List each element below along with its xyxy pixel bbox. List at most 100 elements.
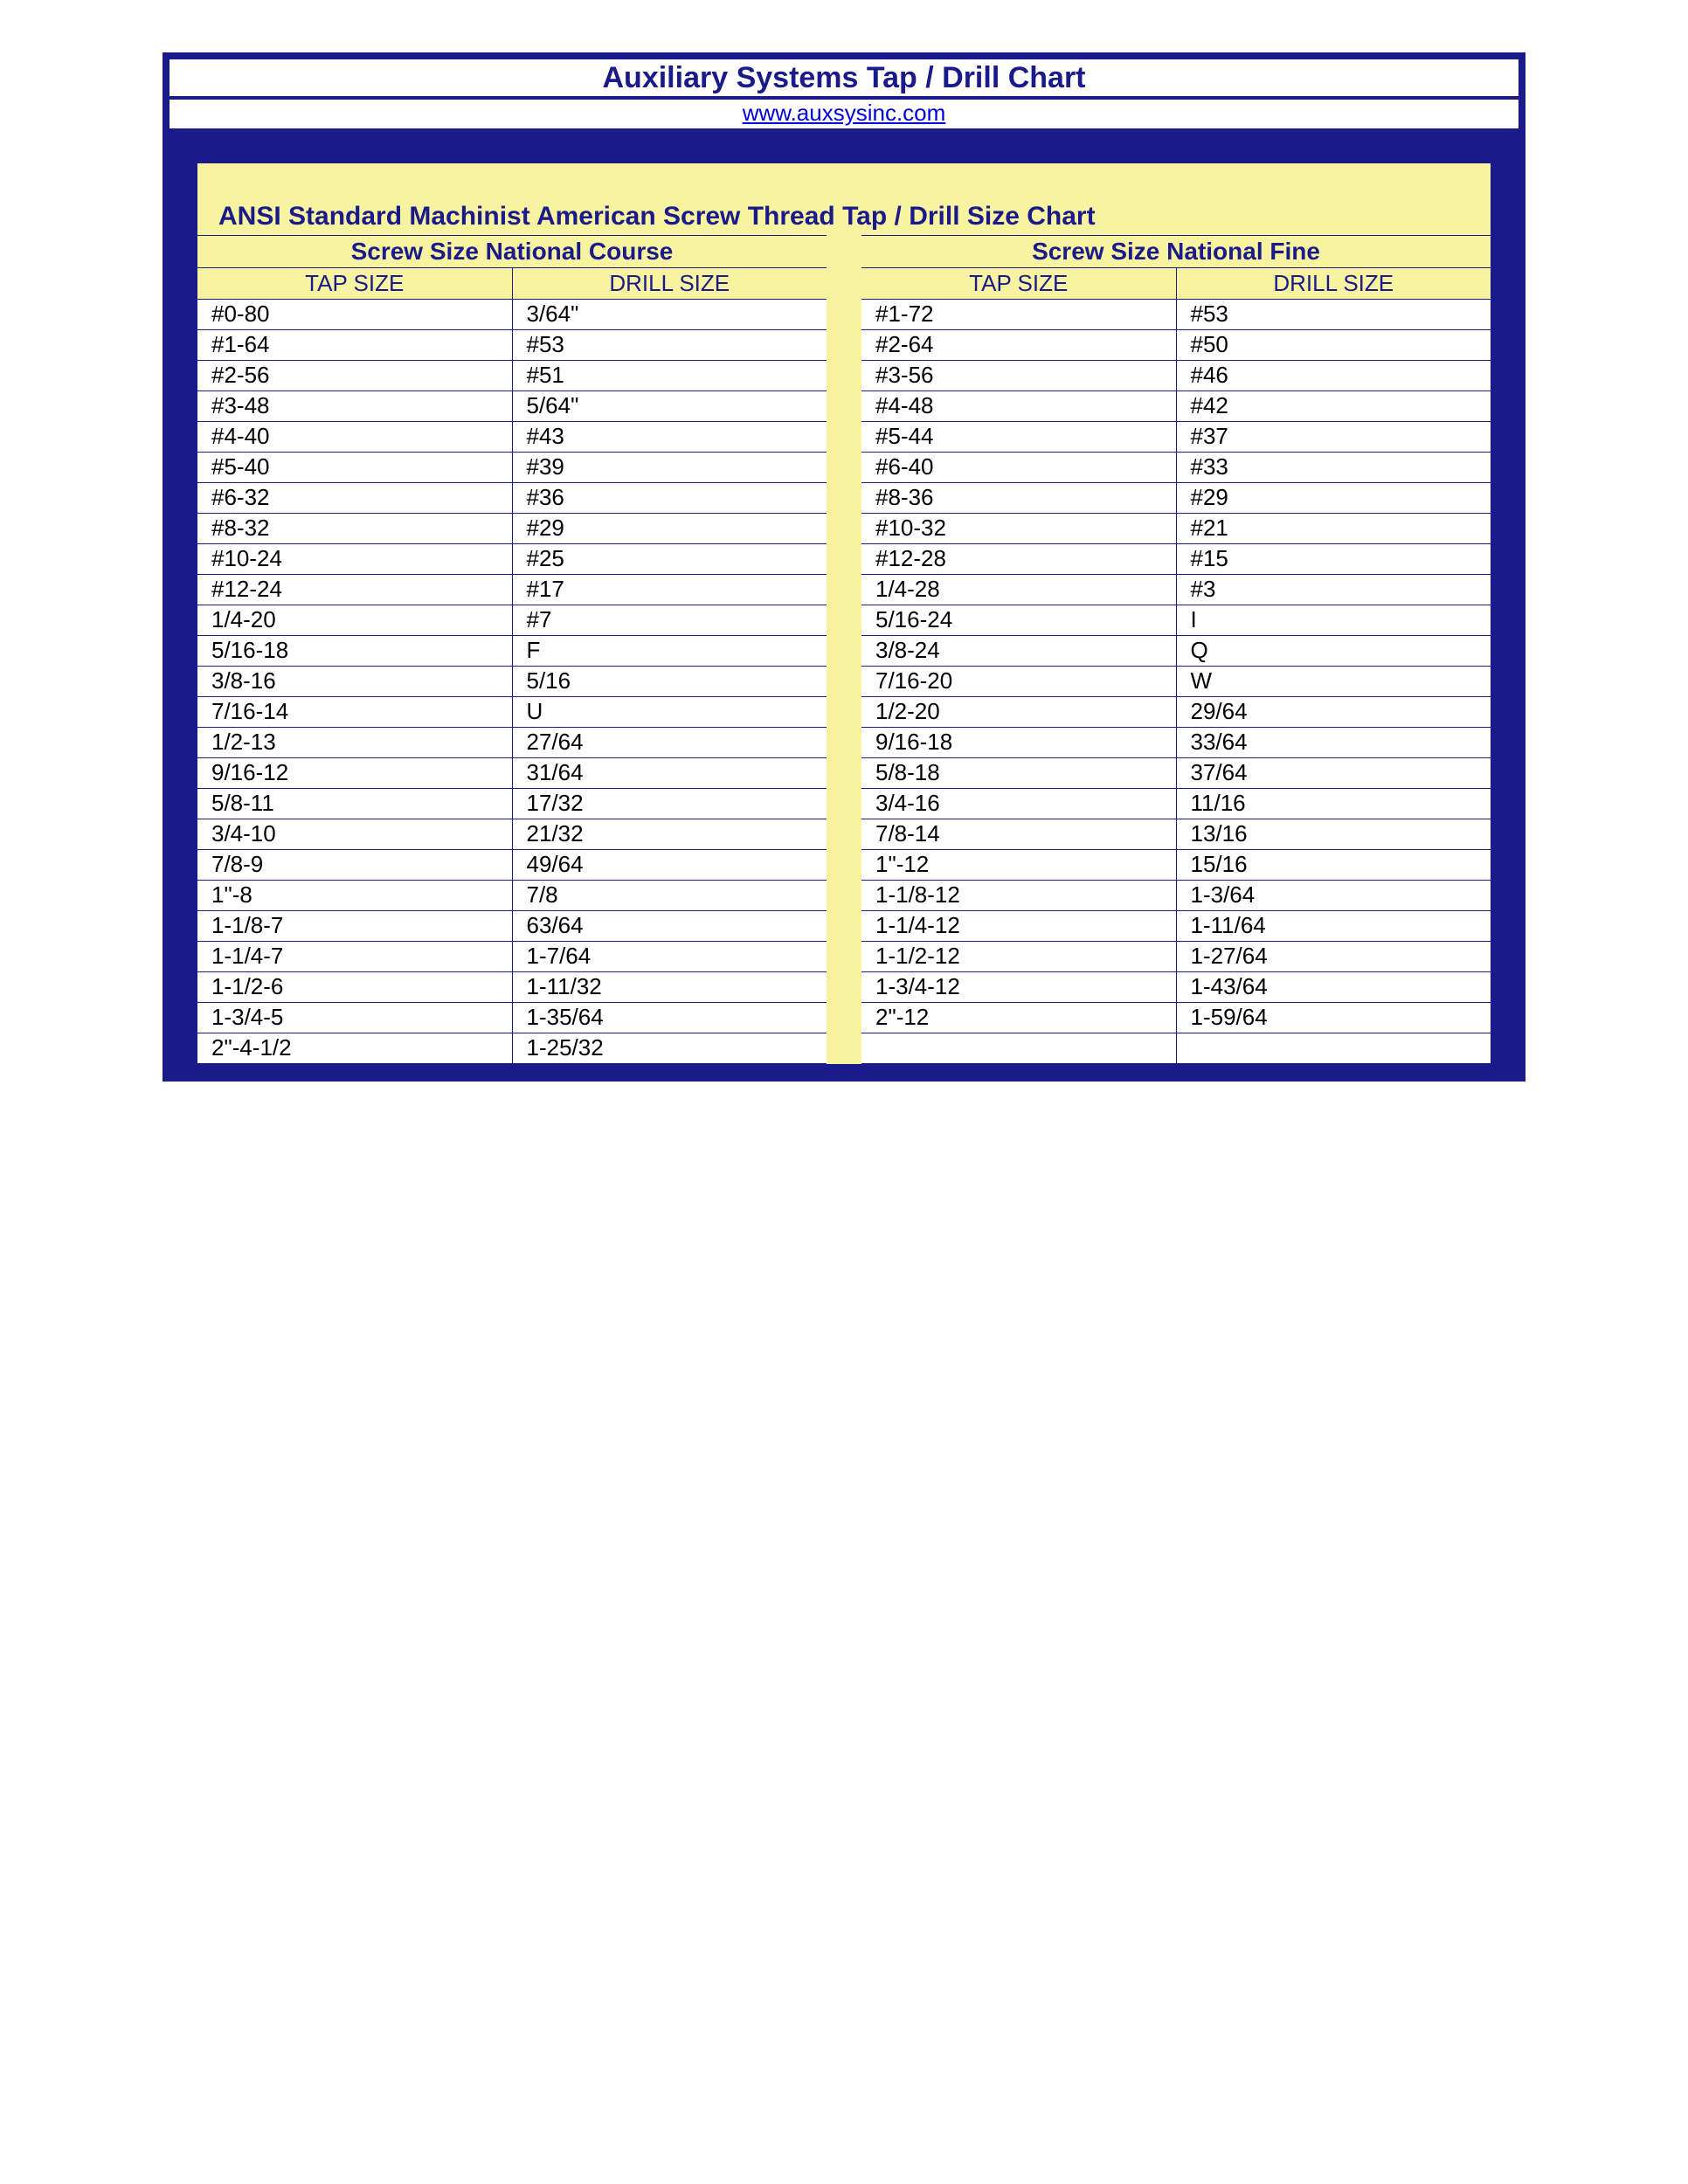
drill-size-cell: U xyxy=(512,697,827,727)
tap-size-cell: #5-40 xyxy=(197,453,512,482)
table-row: #10-24#25 xyxy=(197,543,827,574)
title-bar: Auxiliary Systems Tap / Drill Chart xyxy=(169,59,1519,96)
table-row: #5-44#37 xyxy=(861,421,1491,452)
table-row: 1-1/8-763/64 xyxy=(197,910,827,941)
table-row: #5-40#39 xyxy=(197,452,827,482)
right-col-drill: DRILL SIZE xyxy=(1176,268,1491,299)
table-row: 7/8-1413/16 xyxy=(861,819,1491,849)
drill-size-cell: #33 xyxy=(1176,453,1491,482)
tap-size-cell: 5/8-11 xyxy=(197,789,512,819)
tap-size-cell: #10-24 xyxy=(197,544,512,574)
tap-size-cell: #2-56 xyxy=(197,361,512,390)
page: Auxiliary Systems Tap / Drill Chart www.… xyxy=(0,0,1688,2184)
drill-size-cell: #43 xyxy=(512,422,827,452)
drill-size-cell: 31/64 xyxy=(512,758,827,788)
tap-size-cell: #12-24 xyxy=(197,575,512,605)
drill-size-cell: #17 xyxy=(512,575,827,605)
drill-size-cell: #15 xyxy=(1176,544,1491,574)
drill-size-cell: 1-59/64 xyxy=(1176,1003,1491,1033)
drill-size-cell: 5/64" xyxy=(512,391,827,421)
table-row: #3-56#46 xyxy=(861,360,1491,390)
tap-size-cell: #8-32 xyxy=(197,514,512,543)
table-row: 7/16-20W xyxy=(861,666,1491,696)
table-row: #12-28#15 xyxy=(861,543,1491,574)
drill-size-cell: 7/8 xyxy=(512,881,827,910)
url-link[interactable]: www.auxsysinc.com xyxy=(743,100,946,126)
chart-subtitle: ANSI Standard Machinist American Screw T… xyxy=(197,198,1491,235)
tap-size-cell: 3/4-10 xyxy=(197,819,512,849)
drill-size-cell xyxy=(1176,1033,1491,1063)
drill-size-cell: 33/64 xyxy=(1176,728,1491,757)
drill-size-cell: Q xyxy=(1176,636,1491,666)
left-col-drill: DRILL SIZE xyxy=(512,268,827,299)
drill-size-cell: 1-43/64 xyxy=(1176,972,1491,1002)
right-section-title: Screw Size National Fine xyxy=(861,235,1491,267)
table-row: 5/8-1117/32 xyxy=(197,788,827,819)
tap-size-cell: #3-56 xyxy=(861,361,1176,390)
table-row: #10-32#21 xyxy=(861,513,1491,543)
tap-size-cell: 1"-12 xyxy=(861,850,1176,880)
drill-size-cell: 1-11/32 xyxy=(512,972,827,1002)
table-row: #0-803/64" xyxy=(197,299,827,329)
table-row: 3/8-165/16 xyxy=(197,666,827,696)
drill-size-cell: 1-35/64 xyxy=(512,1003,827,1033)
table-row: 7/8-949/64 xyxy=(197,849,827,880)
table-row: 1-1/4-121-11/64 xyxy=(861,910,1491,941)
drill-size-cell: 1-11/64 xyxy=(1176,911,1491,941)
url-bar: www.auxsysinc.com xyxy=(169,100,1519,128)
drill-size-cell: #39 xyxy=(512,453,827,482)
table-row: 1"-1215/16 xyxy=(861,849,1491,880)
table-row: 5/16-18F xyxy=(197,635,827,666)
table-row: 1"-87/8 xyxy=(197,880,827,910)
tap-size-cell: 1-1/2-12 xyxy=(861,942,1176,971)
tap-size-cell: 1-1/4-12 xyxy=(861,911,1176,941)
table-row: 3/8-24Q xyxy=(861,635,1491,666)
drill-size-cell: 29/64 xyxy=(1176,697,1491,727)
table-row: #1-64#53 xyxy=(197,329,827,360)
right-rows: #1-72#53#2-64#50#3-56#46#4-48#42#5-44#37… xyxy=(861,299,1491,1064)
tap-size-cell: #3-48 xyxy=(197,391,512,421)
tap-size-cell: 9/16-12 xyxy=(197,758,512,788)
tap-size-cell: 1/4-28 xyxy=(861,575,1176,605)
drill-size-cell: 5/16 xyxy=(512,667,827,696)
tap-size-cell: #6-40 xyxy=(861,453,1176,482)
tap-size-cell: 2"-12 xyxy=(861,1003,1176,1033)
tap-size-cell: 2"-4-1/2 xyxy=(197,1033,512,1063)
table-row: #2-56#51 xyxy=(197,360,827,390)
drill-size-cell: 1-3/64 xyxy=(1176,881,1491,910)
tap-size-cell: #2-64 xyxy=(861,330,1176,360)
drill-size-cell: 1-27/64 xyxy=(1176,942,1491,971)
drill-size-cell: #37 xyxy=(1176,422,1491,452)
left-table: Screw Size National Course TAP SIZE DRIL… xyxy=(197,235,827,1064)
drill-size-cell: #36 xyxy=(512,483,827,513)
drill-size-cell: #46 xyxy=(1176,361,1491,390)
tap-size-cell: #4-48 xyxy=(861,391,1176,421)
table-row xyxy=(861,1033,1491,1064)
table-row: #6-40#33 xyxy=(861,452,1491,482)
table-row: 3/4-1611/16 xyxy=(861,788,1491,819)
tap-size-cell: #12-28 xyxy=(861,544,1176,574)
tap-size-cell: 7/8-9 xyxy=(197,850,512,880)
drill-size-cell: W xyxy=(1176,667,1491,696)
tap-size-cell: 1/4-20 xyxy=(197,605,512,635)
table-row: #4-40#43 xyxy=(197,421,827,452)
table-row: #3-485/64" xyxy=(197,390,827,421)
left-section-title: Screw Size National Course xyxy=(197,235,827,267)
left-rows: #0-803/64"#1-64#53#2-56#51#3-485/64"#4-4… xyxy=(197,299,827,1064)
table-row: 1-3/4-121-43/64 xyxy=(861,971,1491,1002)
table-row: 9/16-1833/64 xyxy=(861,727,1491,757)
tap-size-cell xyxy=(861,1033,1176,1063)
drill-size-cell: 1-7/64 xyxy=(512,942,827,971)
table-row: 1-1/8-121-3/64 xyxy=(861,880,1491,910)
drill-size-cell: #50 xyxy=(1176,330,1491,360)
tap-size-cell: 7/16-20 xyxy=(861,667,1176,696)
table-row: #8-32#29 xyxy=(197,513,827,543)
table-row: 3/4-1021/32 xyxy=(197,819,827,849)
drill-size-cell: #7 xyxy=(512,605,827,635)
tap-size-cell: #6-32 xyxy=(197,483,512,513)
table-row: 1/2-2029/64 xyxy=(861,696,1491,727)
right-table: Screw Size National Fine TAP SIZE DRILL … xyxy=(861,235,1491,1064)
table-row: 7/16-14U xyxy=(197,696,827,727)
left-col-tap: TAP SIZE xyxy=(197,268,512,299)
tap-size-cell: #0-80 xyxy=(197,300,512,329)
